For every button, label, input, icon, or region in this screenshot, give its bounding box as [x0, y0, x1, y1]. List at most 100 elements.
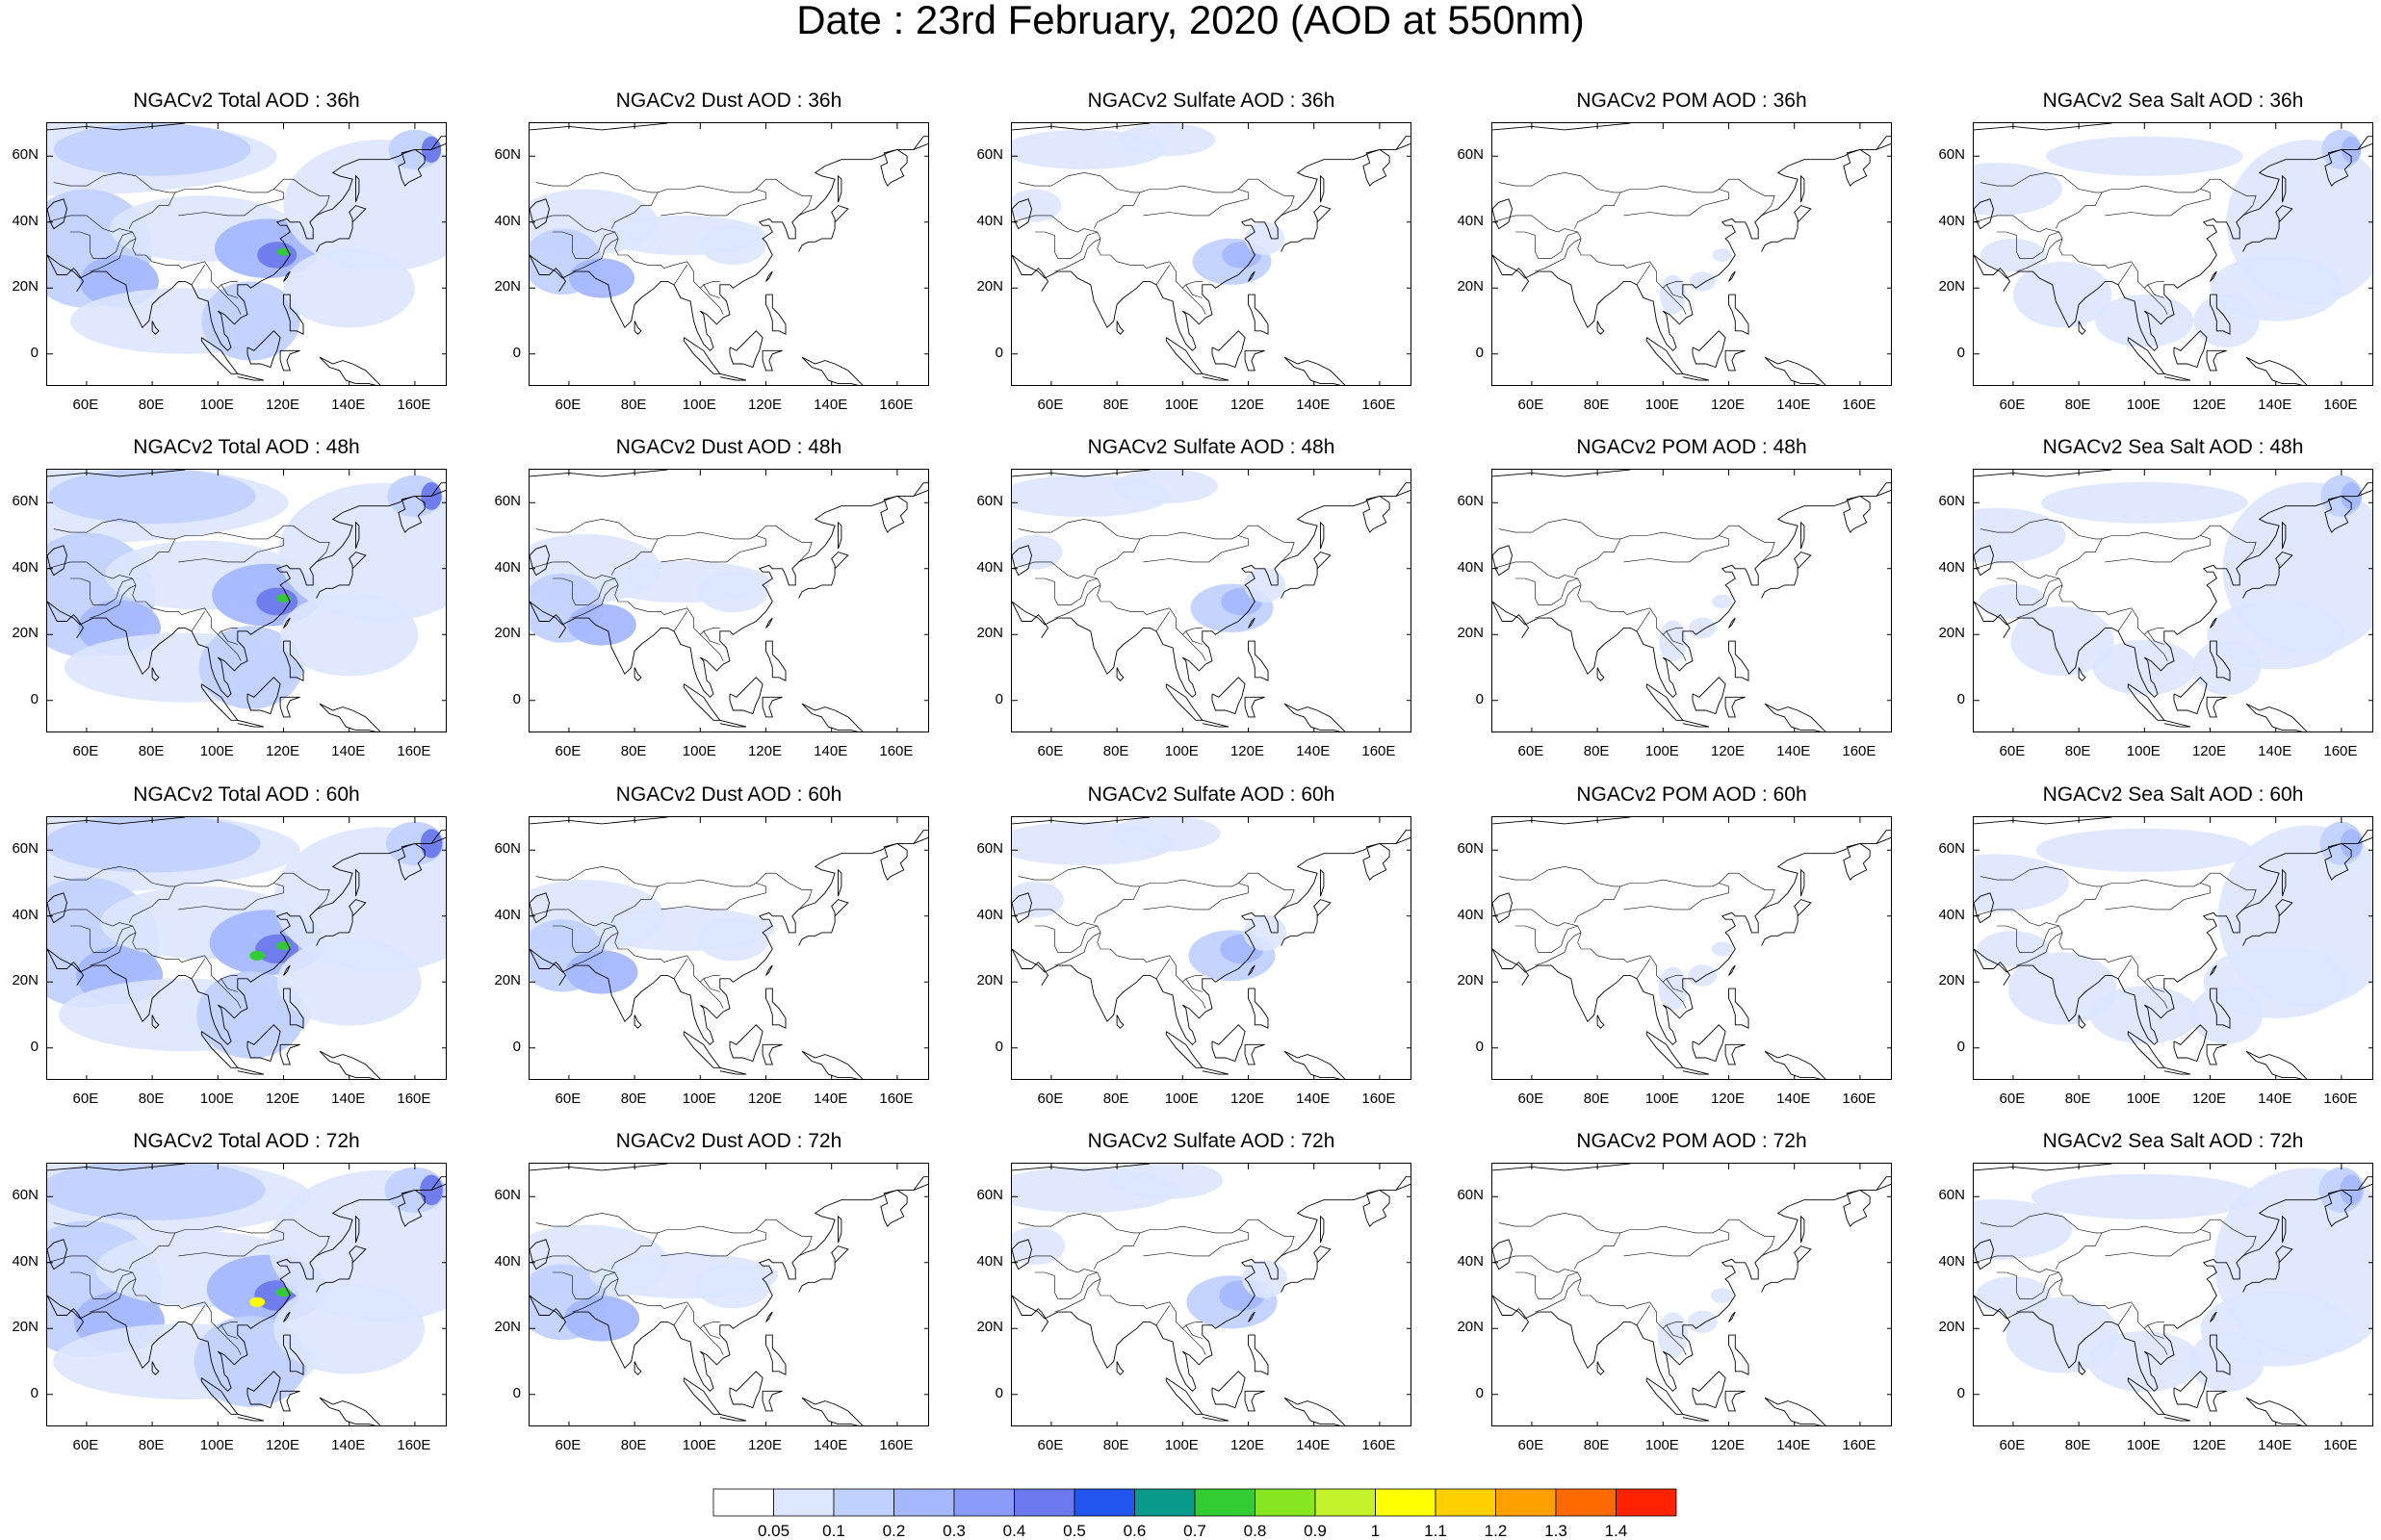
lat-tick-label: 60N — [494, 1187, 521, 1204]
lon-tick-label: 100E — [682, 1437, 716, 1453]
aod-field-blob — [47, 1164, 266, 1220]
country-border — [2105, 189, 2211, 217]
coastline — [355, 174, 360, 203]
coastline — [1974, 948, 2011, 986]
aod-field-blob — [249, 1296, 266, 1307]
coastline — [1492, 836, 1891, 1045]
country-border — [1663, 1328, 1687, 1355]
coastline — [246, 330, 281, 369]
lon-tick-label: 120E — [265, 397, 300, 413]
country-border — [1093, 192, 1141, 229]
coastline — [1876, 482, 1891, 497]
coastline — [1248, 640, 1269, 681]
lon-tick-label: 120E — [265, 743, 300, 759]
country-border — [1012, 215, 1203, 289]
coastline — [1682, 1066, 1710, 1075]
aod-field-blob — [1109, 1164, 1224, 1199]
coastline — [1211, 330, 1246, 369]
coastline — [1728, 988, 1749, 1029]
coastline — [1492, 892, 1513, 924]
coastline — [765, 640, 787, 681]
coastline — [1012, 198, 1032, 230]
coastline — [283, 964, 291, 976]
coastline — [765, 1334, 787, 1375]
coastline — [1202, 1413, 1229, 1422]
colorbar-label: 0.3 — [943, 1522, 966, 1540]
lon-tick-label: 120E — [1229, 1091, 1265, 1107]
coastline — [1596, 1361, 1605, 1375]
coastline — [246, 1024, 281, 1063]
coastline — [530, 948, 567, 986]
lat-tick-label: 60N — [1938, 1187, 1965, 1204]
country-border — [1663, 634, 1687, 661]
country-border — [610, 1232, 659, 1270]
lon-tick-label: 80E — [1102, 397, 1129, 413]
lat-tick-label: 40N — [976, 1252, 1003, 1270]
lon-tick-label: 60E — [1999, 743, 2026, 759]
country-border — [700, 982, 724, 1009]
country-border — [1514, 231, 1578, 259]
coastline — [2173, 677, 2208, 715]
aod-field-blob — [700, 225, 766, 266]
coastline — [1012, 489, 1410, 698]
lat-tick-label: 20N — [1457, 1319, 1484, 1336]
colorbar-label: 1.3 — [1544, 1522, 1567, 1540]
country-border — [1182, 982, 1206, 1009]
country-border — [2147, 284, 2164, 298]
coastline — [2210, 964, 2217, 976]
coastline — [1116, 321, 1125, 335]
lat-tick-label: 0 — [512, 690, 521, 707]
country-border — [53, 866, 330, 911]
coastline — [530, 836, 928, 1045]
country-border — [90, 584, 137, 619]
map-panel — [1973, 122, 2373, 386]
coastline — [838, 1215, 842, 1244]
coastline — [1974, 254, 2011, 292]
country-border — [530, 561, 720, 635]
lon-tick-label: 100E — [1644, 1091, 1679, 1107]
country-border — [218, 982, 242, 1009]
lon-tick-label: 120E — [1710, 743, 1746, 759]
colorbar-swatch — [1134, 1488, 1196, 1517]
lon-tick-label: 100E — [199, 743, 234, 759]
panel-title: NGACv2 POM AOD : 48h — [1576, 436, 1807, 458]
lat-tick-label: 60N — [1938, 146, 1965, 164]
coastline — [2127, 1377, 2165, 1415]
lon-tick-label: 80E — [620, 743, 647, 759]
coastline — [430, 136, 446, 150]
country-border — [1498, 519, 1775, 563]
country-border — [220, 978, 238, 992]
country-border — [128, 538, 176, 576]
map-panel — [46, 469, 447, 732]
panel-title: NGACv2 Dust AOD : 72h — [615, 1130, 842, 1152]
country-border — [1498, 1213, 1775, 1257]
coastline — [798, 205, 849, 252]
coastline — [1012, 1239, 1032, 1270]
map-field — [1012, 817, 1410, 1079]
coastline — [729, 330, 763, 369]
colorbar-label: 1.4 — [1604, 1522, 1628, 1540]
country-border — [1143, 883, 1249, 911]
country-border — [1155, 959, 1170, 979]
coastline — [1012, 1183, 1410, 1392]
lon-tick-label: 140E — [1296, 1091, 1331, 1107]
lon-tick-label: 120E — [1710, 1091, 1746, 1107]
country-border — [178, 1229, 284, 1257]
lat-tick-label: 40N — [494, 558, 521, 576]
country-border — [2147, 630, 2164, 645]
country-border — [1980, 1213, 2257, 1257]
lon-tick-label: 160E — [1361, 743, 1396, 759]
map-field — [1492, 817, 1891, 1079]
lat-tick-label: 0 — [995, 1038, 1003, 1055]
coastline — [151, 667, 160, 681]
coastline — [1211, 677, 1246, 715]
coastline — [1692, 1371, 1726, 1409]
aod-field-blob — [278, 482, 446, 622]
coastline — [1492, 142, 1891, 351]
lat-tick-label: 40N — [12, 906, 39, 923]
aod-field-blob — [2040, 481, 2248, 524]
country-border — [530, 909, 720, 983]
aod-field-blob — [2210, 255, 2342, 321]
lon-tick-label: 120E — [747, 397, 783, 413]
coastline — [530, 1183, 928, 1392]
